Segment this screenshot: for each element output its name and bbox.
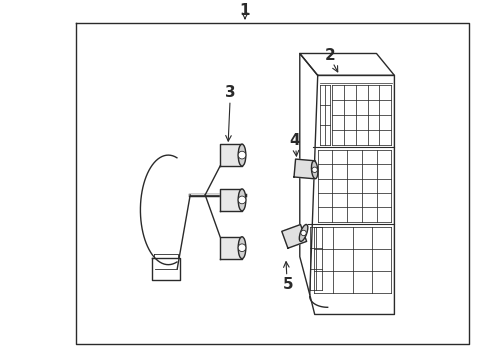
Circle shape	[238, 151, 246, 159]
Ellipse shape	[238, 237, 246, 259]
Circle shape	[238, 196, 246, 204]
Circle shape	[312, 167, 318, 172]
Polygon shape	[220, 237, 242, 259]
Polygon shape	[294, 159, 316, 179]
Text: 4: 4	[290, 132, 300, 148]
Ellipse shape	[299, 225, 308, 242]
Ellipse shape	[238, 189, 246, 211]
Circle shape	[238, 244, 246, 252]
Ellipse shape	[312, 161, 318, 179]
Ellipse shape	[238, 144, 246, 166]
Text: 1: 1	[240, 3, 250, 18]
Polygon shape	[282, 225, 307, 248]
Text: 5: 5	[283, 277, 293, 292]
Polygon shape	[220, 144, 242, 166]
Text: 2: 2	[324, 48, 335, 63]
Text: 3: 3	[225, 85, 235, 100]
Circle shape	[301, 230, 306, 236]
Polygon shape	[220, 189, 242, 211]
